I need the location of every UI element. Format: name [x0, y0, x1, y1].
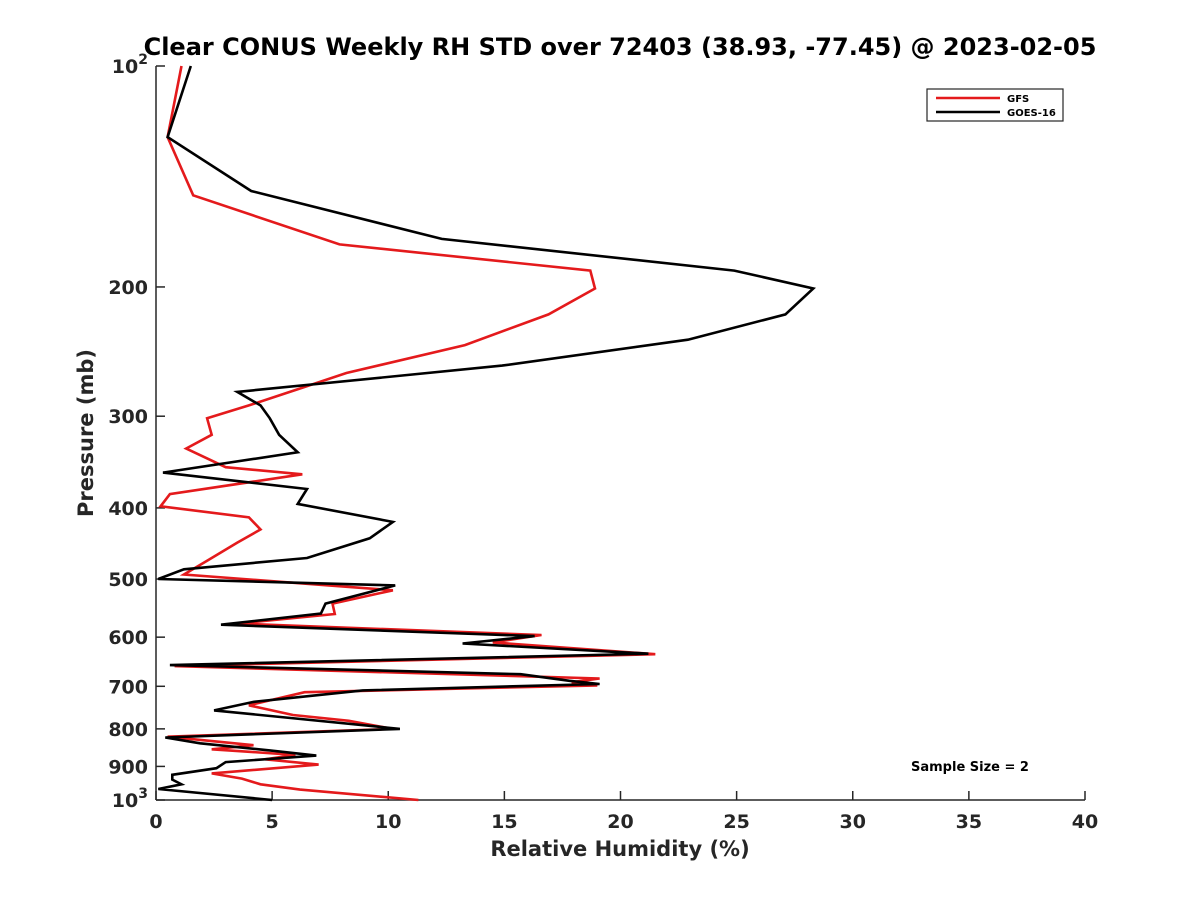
x-tick-label: 0	[149, 811, 162, 833]
x-tick-label: 10	[375, 811, 401, 833]
legend-label-goes-16: GOES-16	[1007, 108, 1056, 119]
legend-label-gfs: GFS	[1007, 94, 1029, 105]
series-line-gfs	[158, 65, 656, 802]
chart-title: Clear CONUS Weekly RH STD over 72403 (38…	[144, 33, 1097, 61]
y-tick-label: 200	[108, 277, 148, 299]
sample-size-annotation: Sample Size = 2	[911, 760, 1029, 775]
x-tick-label: 5	[266, 811, 279, 833]
y-tick-label: 600	[108, 627, 148, 649]
y-tick-label: 400	[108, 498, 148, 520]
y-tick-label: 800	[108, 719, 148, 741]
x-ticks: 0 5 10 15 20 25 30 35 40	[149, 791, 1098, 833]
legend: GFS GOES-16	[926, 88, 1064, 122]
legend-box	[926, 88, 1064, 122]
y-tick-label: 500	[108, 569, 148, 591]
y-tick-label: 300	[108, 406, 148, 428]
y-axis-label: Pressure (mb)	[74, 349, 98, 517]
series-line-goes-16	[157, 65, 816, 802]
x-tick-label: 15	[491, 811, 517, 833]
plot-area	[155, 66, 1085, 801]
y-tick-label: 900	[108, 756, 148, 778]
x-tick-label: 40	[1072, 811, 1098, 833]
x-tick-label: 35	[956, 811, 982, 833]
y-tick-label: 102	[112, 52, 148, 78]
x-axis-label: Relative Humidity (%)	[490, 837, 749, 861]
x-tick-label: 30	[840, 811, 866, 833]
series-group	[157, 65, 816, 802]
y-tick-label: 103	[112, 786, 148, 812]
x-tick-label: 25	[723, 811, 749, 833]
x-tick-label: 20	[607, 811, 633, 833]
y-tick-label: 700	[108, 676, 148, 698]
